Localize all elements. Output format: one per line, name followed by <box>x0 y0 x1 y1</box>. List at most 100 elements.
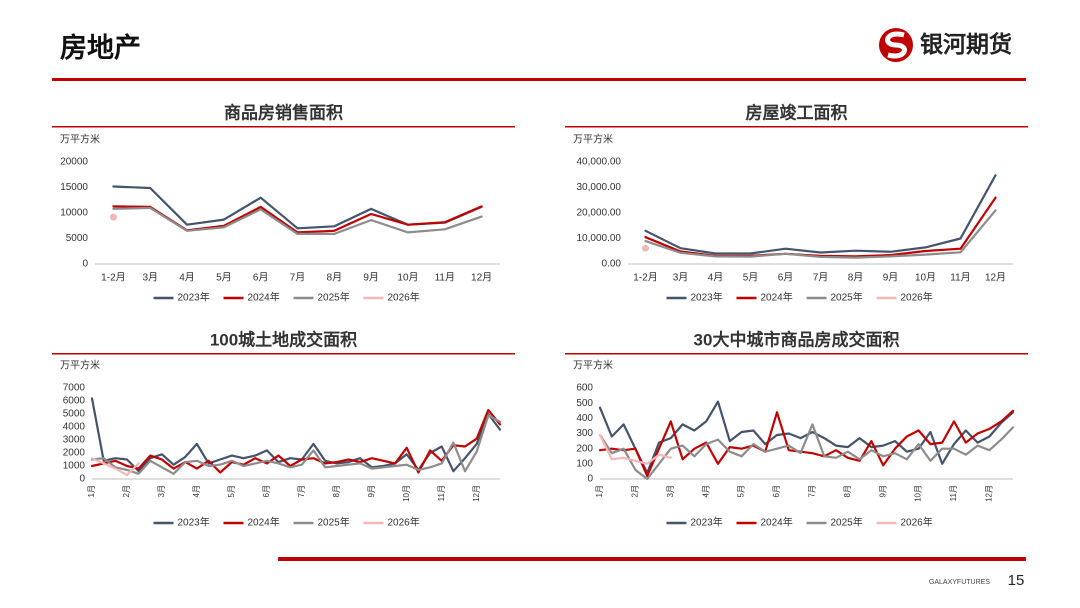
legend-label: 2025年 <box>318 291 350 304</box>
y-tick-label: 15000 <box>60 182 88 193</box>
x-tick-label: 11月 <box>949 485 958 501</box>
series-line <box>90 397 502 473</box>
y-tick-label: 4000 <box>63 422 86 433</box>
y-tick-label: 20000 <box>60 157 88 168</box>
y-tick-label: 20,000.00 <box>577 208 622 219</box>
y-tick-label: 10000 <box>60 208 88 219</box>
y-tick-label: 2000 <box>63 448 86 459</box>
x-tick-label: 1月 <box>595 485 604 497</box>
x-tick-label: 3月 <box>666 485 675 497</box>
series-line <box>598 409 1015 478</box>
legend-label: 2023年 <box>178 291 210 304</box>
series-line <box>644 196 997 258</box>
x-tick-label: 7月 <box>290 272 306 284</box>
series-line <box>90 457 140 477</box>
logo-text: 银河期货 <box>920 31 1012 57</box>
y-tick-label: 10,000.00 <box>577 233 622 244</box>
x-tick-label: 6月 <box>778 272 794 284</box>
legend-label: 2026年 <box>901 291 933 304</box>
y-tick-label: 200 <box>576 443 593 454</box>
page-title: 房地产 <box>60 33 141 63</box>
y-tick-label: 6000 <box>63 396 86 407</box>
y-tick-label: 100 <box>576 458 593 469</box>
series-line <box>90 414 502 475</box>
y-tick-label: 7000 <box>63 383 86 394</box>
x-tick-label: 4月 <box>701 485 710 497</box>
x-tick-label: 2月 <box>122 485 131 497</box>
x-tick-label: 9月 <box>883 272 899 284</box>
x-tick-label: 8月 <box>843 485 852 497</box>
x-tick-label: 6月 <box>772 485 781 497</box>
series-line <box>644 174 997 255</box>
y-tick-label: 1000 <box>63 461 86 472</box>
series-line <box>598 433 672 465</box>
x-tick-label: 1-2月 <box>101 272 125 284</box>
x-tick-label: 8月 <box>327 272 343 284</box>
x-tick-label: 10月 <box>397 272 418 284</box>
x-tick-label: 3月 <box>142 272 158 284</box>
y-tick-label: 0.00 <box>602 259 622 270</box>
x-tick-label: 10月 <box>914 485 923 502</box>
x-tick-label: 9月 <box>363 272 379 284</box>
x-tick-label: 7月 <box>297 485 306 497</box>
series-line <box>644 209 997 259</box>
y-tick-label: 5000 <box>66 233 89 244</box>
x-tick-label: 8月 <box>332 485 341 497</box>
title-rule <box>52 126 515 128</box>
x-tick-label: 5月 <box>737 485 746 497</box>
title-rule <box>52 353 515 355</box>
legend-label: 2025年 <box>318 516 350 529</box>
legend-label: 2024年 <box>248 291 280 304</box>
y-axis-label: 万平方米 <box>573 133 613 146</box>
legend-label: 2024年 <box>248 516 280 529</box>
y-axis-label: 万平方米 <box>60 359 100 372</box>
series-line <box>598 400 1015 474</box>
x-tick-label: 7月 <box>813 272 829 284</box>
x-tick-label: 12月 <box>985 272 1006 284</box>
legend-label: 2024年 <box>761 291 793 304</box>
legend-label: 2025年 <box>831 516 863 529</box>
legend-label: 2023年 <box>691 291 723 304</box>
x-tick-label: 5月 <box>216 272 232 284</box>
x-tick-label: 8月 <box>848 272 864 284</box>
x-tick-label: 3月 <box>157 485 166 497</box>
x-tick-label: 12月 <box>985 485 994 502</box>
x-tick-label: 3月 <box>673 272 689 284</box>
x-tick-label: 1-2月 <box>633 272 657 284</box>
legend-label: 2024年 <box>761 516 793 529</box>
x-tick-label: 9月 <box>367 485 376 497</box>
y-tick-label: 300 <box>576 428 593 439</box>
y-tick-label: 400 <box>576 413 593 424</box>
legend-label: 2023年 <box>178 516 210 529</box>
legend-label: 2026年 <box>388 516 420 529</box>
footer-rule <box>278 557 1026 561</box>
legend-label: 2025年 <box>831 291 863 304</box>
x-tick-label: 4月 <box>192 485 201 497</box>
series-line <box>90 409 502 474</box>
y-tick-label: 30,000.00 <box>577 182 622 193</box>
header-rule <box>52 78 1026 81</box>
series-line <box>598 423 1015 481</box>
x-tick-label: 11月 <box>435 272 455 284</box>
legend-label: 2023年 <box>691 516 723 529</box>
x-tick-label: 6月 <box>262 485 271 497</box>
x-tick-label: 10月 <box>915 272 936 284</box>
y-tick-label: 0 <box>82 259 88 270</box>
logo: 银河期货 <box>879 28 1012 62</box>
series-line <box>112 185 483 230</box>
footer-brand: GALAXYFUTURES <box>929 579 990 586</box>
x-tick-label: 5月 <box>227 485 236 497</box>
title-rule <box>565 353 1028 355</box>
x-tick-label: 11月 <box>437 485 446 501</box>
x-tick-label: 7月 <box>808 485 817 497</box>
title-rule <box>565 126 1028 128</box>
x-tick-label: 4月 <box>179 272 195 284</box>
legend-label: 2026年 <box>901 516 933 529</box>
x-tick-label: 6月 <box>253 272 269 284</box>
y-tick-label: 3000 <box>63 435 86 446</box>
y-axis-label: 万平方米 <box>573 359 613 372</box>
x-tick-label: 4月 <box>708 272 724 284</box>
chart-title: 30大中城市商品房成交面积 <box>694 329 900 349</box>
logo-swoosh <box>885 31 907 59</box>
